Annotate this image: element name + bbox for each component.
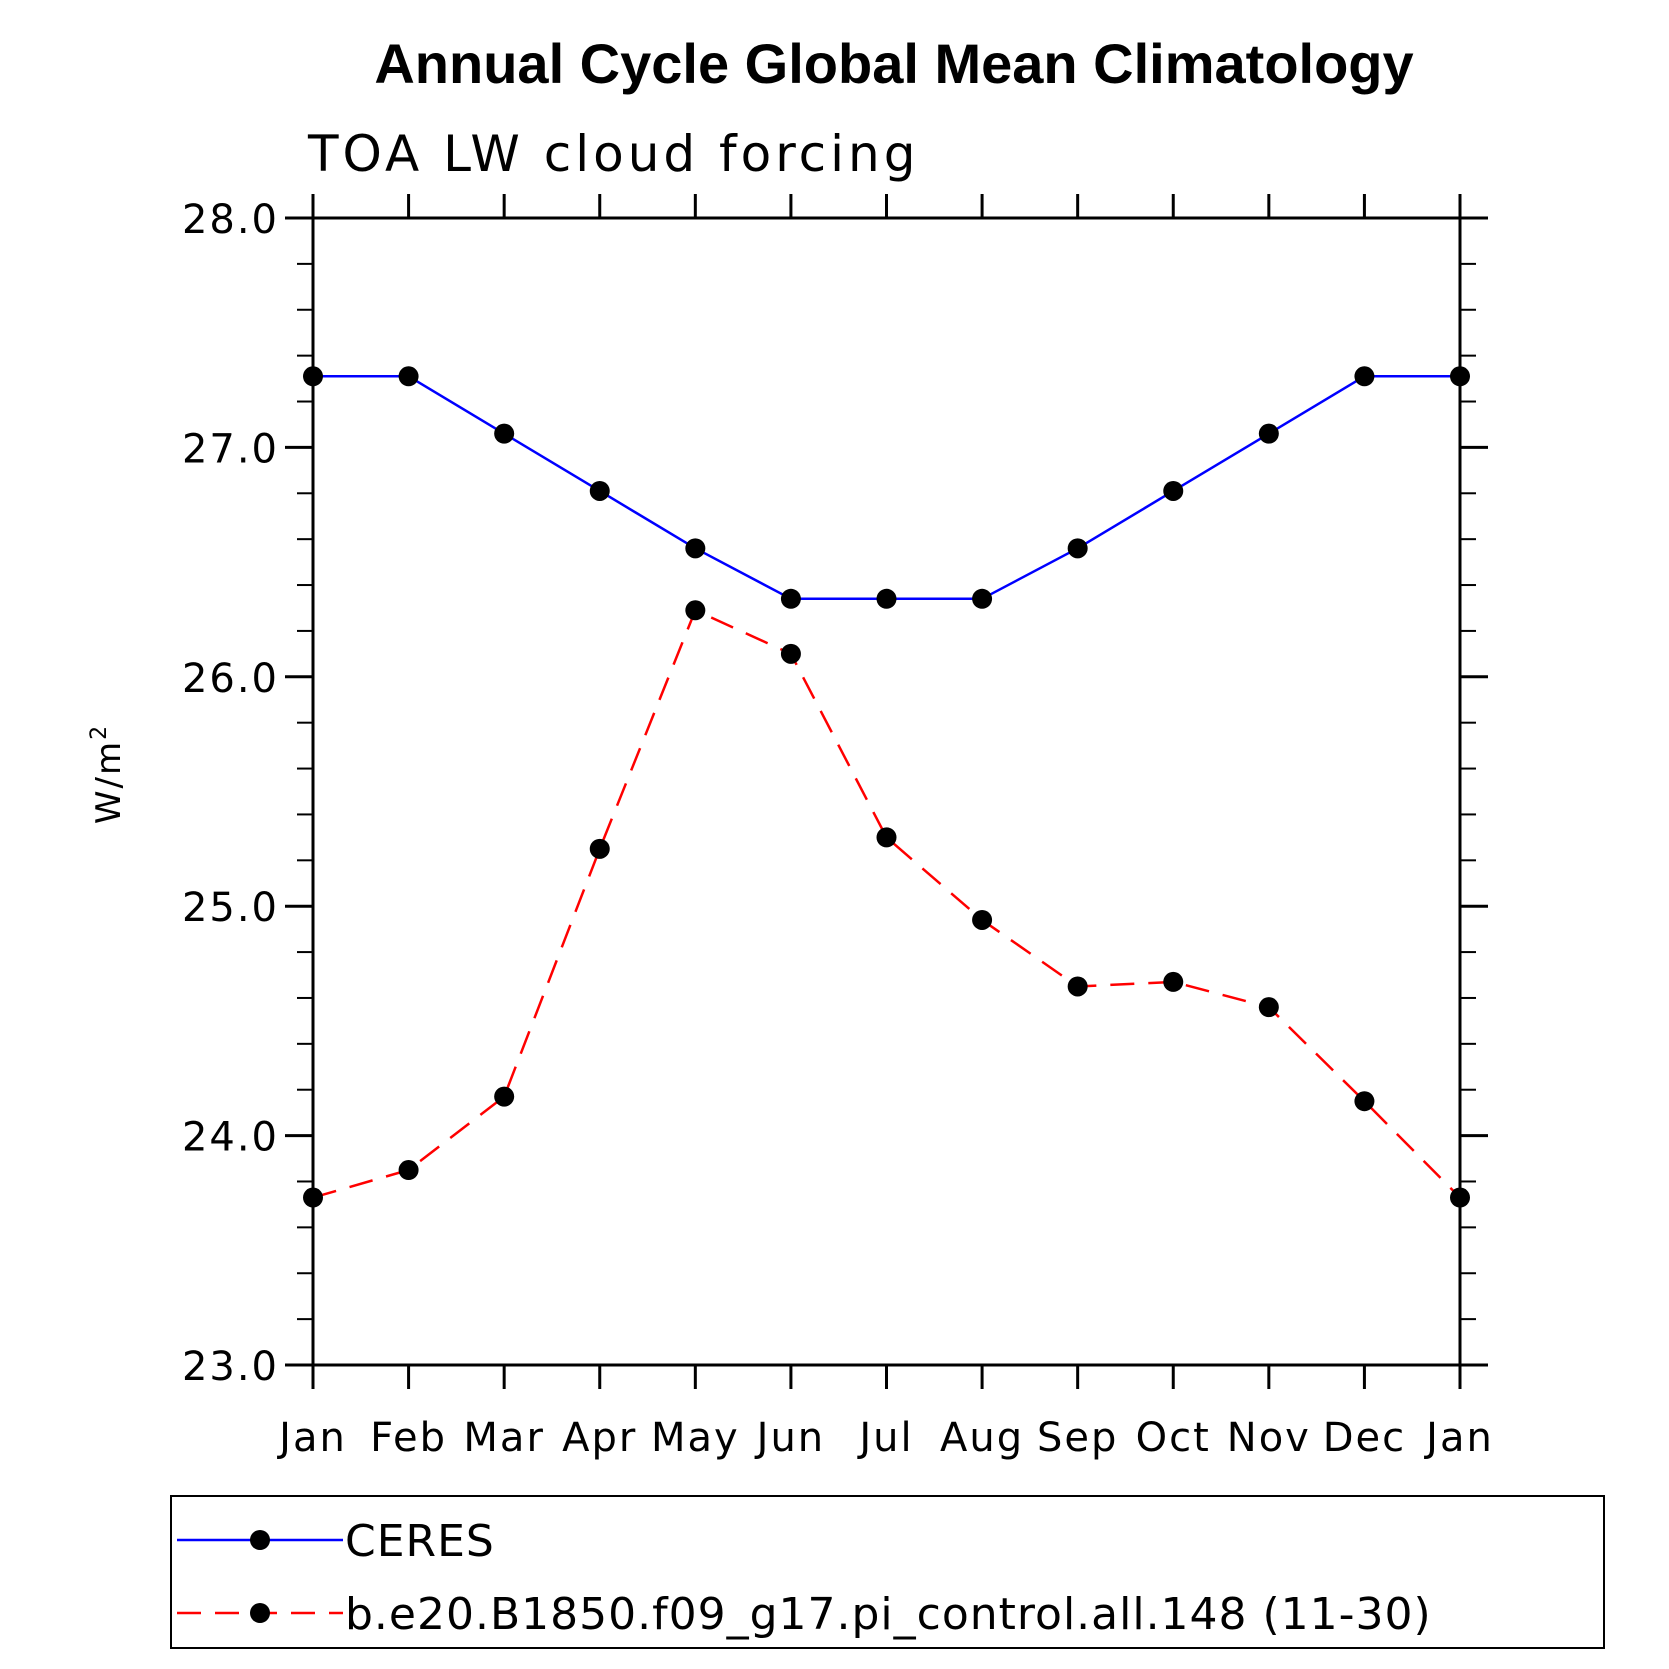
x-tick-label: Jun xyxy=(754,1415,826,1461)
x-tick-label: Mar xyxy=(463,1415,544,1461)
x-tick-label: Aug xyxy=(940,1415,1024,1461)
data-point xyxy=(1163,480,1184,501)
x-tick-label: Jan xyxy=(1423,1415,1494,1461)
data-point xyxy=(1163,971,1184,992)
chart-subtitle: TOA LW cloud forcing xyxy=(307,125,919,183)
data-point xyxy=(1354,366,1375,387)
axis-ticks xyxy=(285,194,1488,1389)
chart-title: Annual Cycle Global Mean Climatology xyxy=(374,32,1413,95)
data-point xyxy=(1067,538,1088,559)
y-tick-labels: 23.0 24.0 25.0 26.0 27.0 28.0 xyxy=(182,197,279,1390)
x-tick-label: Dec xyxy=(1323,1415,1406,1461)
x-tick-label: Feb xyxy=(370,1415,447,1461)
data-point xyxy=(780,588,801,609)
data-point xyxy=(972,588,993,609)
x-tick-label: Sep xyxy=(1037,1415,1118,1461)
series-layer xyxy=(303,366,1470,1208)
x-tick-labels: Jan Feb Mar Apr May Jun Jul Aug Sep Oct Nov Dec Jan xyxy=(276,1415,1494,1461)
y-tick-label: 24.0 xyxy=(182,1115,279,1161)
x-tick-label: Apr xyxy=(562,1415,637,1461)
x-tick-label: May xyxy=(651,1415,740,1461)
series-line xyxy=(312,608,1461,1199)
data-point xyxy=(1258,423,1279,444)
data-point xyxy=(494,423,515,444)
plot-frame xyxy=(311,216,1462,1367)
y-tick-label: 26.0 xyxy=(182,656,279,702)
y-tick-label: 23.0 xyxy=(182,1344,279,1390)
data-point xyxy=(1067,976,1088,997)
data-point xyxy=(972,909,993,930)
data-point xyxy=(876,827,897,848)
x-tick-label: Jul xyxy=(856,1415,913,1461)
series-1 xyxy=(303,366,1470,609)
y-tick-label: 25.0 xyxy=(182,885,279,931)
y-axis-label: W/m2 xyxy=(87,724,129,824)
y-tick-label: 27.0 xyxy=(182,426,279,472)
data-point xyxy=(685,538,706,559)
data-point xyxy=(494,1086,515,1107)
y-axis-label-base: W/m xyxy=(89,740,129,824)
data-point xyxy=(1258,997,1279,1018)
data-point xyxy=(398,366,419,387)
series-line xyxy=(313,375,1460,601)
data-point xyxy=(685,600,706,621)
data-point xyxy=(589,480,610,501)
y-tick-label: 28.0 xyxy=(182,197,279,243)
legend-label: CERES xyxy=(345,1516,495,1567)
data-point xyxy=(876,588,897,609)
x-tick-label: Nov xyxy=(1227,1415,1311,1461)
data-point xyxy=(780,643,801,664)
legend-label: b.e20.B1850.f09_g17.pi_control.all.148 (… xyxy=(345,1589,1432,1640)
legend-box xyxy=(170,1495,1605,1649)
series-2 xyxy=(303,600,1470,1208)
data-point xyxy=(398,1160,419,1181)
x-tick-label: Oct xyxy=(1136,1415,1211,1461)
legend-marker xyxy=(250,1603,270,1623)
data-point xyxy=(1354,1091,1375,1112)
legend-marker xyxy=(250,1530,270,1550)
x-tick-label: Jan xyxy=(276,1415,347,1461)
y-axis-label-superscript: 2 xyxy=(87,724,112,740)
legend: CERES b.e20.B1850.f09_g17.pi_control.all.… xyxy=(170,1495,1605,1649)
data-point xyxy=(589,838,610,859)
